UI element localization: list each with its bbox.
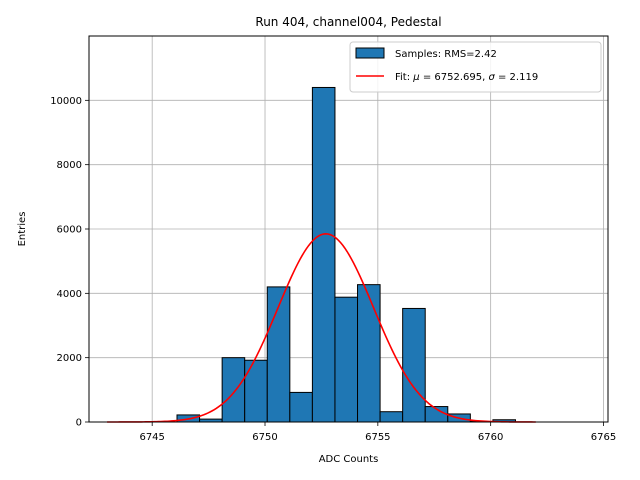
- histogram-bar: [244, 359, 268, 423]
- histogram-bar: [357, 284, 381, 423]
- y-tick-label: 4000: [57, 289, 82, 300]
- legend-fit-sigma-value: = 2.119: [495, 72, 538, 83]
- x-axis-title: ADC Counts: [319, 454, 379, 465]
- histogram-bar: [221, 357, 246, 423]
- x-tick-label: 6765: [591, 432, 616, 443]
- chart-title: Run 404, channel004, Pedestal: [255, 15, 441, 29]
- legend-fit-mu-value: = 6752.695,: [420, 72, 489, 83]
- gaussian-fit-curve: [107, 233, 536, 423]
- histogram-bar: [402, 307, 426, 423]
- histogram-bar: [379, 411, 404, 423]
- y-tick-label: 2000: [57, 353, 82, 364]
- legend-histogram-label: Samples: RMS=2.42: [395, 49, 497, 60]
- histogram-bar: [311, 86, 336, 423]
- y-tick-label: 8000: [57, 160, 82, 171]
- x-tick-label: 6750: [252, 432, 277, 443]
- histogram-bar: [334, 296, 359, 423]
- x-axis-ticks: 6745 6750 6755 6760 6765: [139, 422, 616, 443]
- y-tick-label: 6000: [57, 225, 82, 236]
- y-tick-label: 10000: [50, 96, 82, 107]
- y-tick-label: 0: [76, 418, 82, 429]
- histogram-bar: [289, 391, 313, 423]
- legend-fit-sigma-symbol: σ: [488, 72, 495, 83]
- legend-fit-prefix: Fit:: [395, 72, 413, 83]
- fit-curve-group: [107, 233, 536, 423]
- y-axis-ticks: 0 2000 4000 6000 8000 10000: [50, 96, 89, 429]
- legend-box: [349, 41, 602, 93]
- legend: Samples: RMS=2.42 Fit: μ = 6752.695, σ =…: [349, 41, 602, 93]
- legend-fit-mu-symbol: μ: [412, 72, 419, 83]
- y-axis-title: Entries: [17, 212, 28, 247]
- x-tick-label: 6760: [478, 432, 503, 443]
- x-tick-label: 6755: [365, 432, 390, 443]
- legend-fit-label: Fit: μ = 6752.695, σ = 2.119: [395, 72, 538, 83]
- legend-histogram-swatch: [355, 47, 385, 59]
- x-tick-label: 6745: [139, 432, 164, 443]
- histogram-bars: [176, 86, 516, 423]
